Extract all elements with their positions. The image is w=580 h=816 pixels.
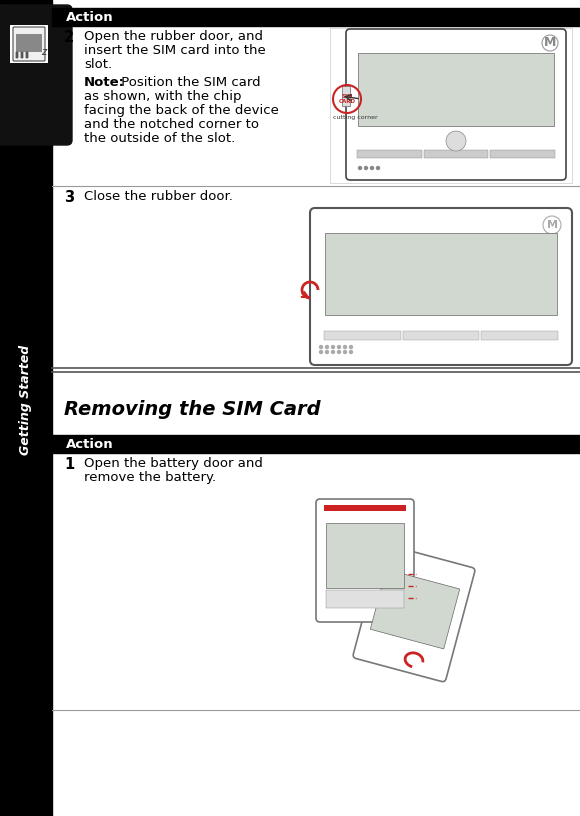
Text: Action: Action: [66, 11, 114, 24]
Bar: [16, 34, 42, 52]
Bar: [357, 150, 422, 158]
FancyBboxPatch shape: [13, 27, 45, 61]
Bar: [52, 435, 580, 453]
FancyBboxPatch shape: [346, 29, 566, 180]
Text: 1: 1: [64, 457, 74, 472]
Circle shape: [332, 345, 335, 348]
Circle shape: [21, 52, 23, 54]
Text: Open the rubber door, and: Open the rubber door, and: [84, 30, 263, 43]
Text: M: M: [544, 37, 556, 50]
Circle shape: [376, 166, 379, 170]
Circle shape: [325, 351, 328, 353]
Text: z: z: [41, 47, 46, 57]
Text: and the notched corner to: and the notched corner to: [84, 118, 259, 131]
Text: remove the battery.: remove the battery.: [84, 471, 216, 484]
Bar: [490, 150, 555, 158]
Text: as shown, with the chip: as shown, with the chip: [84, 90, 241, 103]
Circle shape: [16, 56, 18, 58]
Text: MOTOROLA: MOTOROLA: [440, 65, 472, 70]
Circle shape: [16, 54, 18, 55]
Text: Close the rubber door.: Close the rubber door.: [84, 190, 233, 203]
Text: slot.: slot.: [84, 58, 112, 71]
Bar: [325, 233, 557, 315]
Circle shape: [350, 345, 353, 348]
Bar: [10, 25, 48, 63]
Circle shape: [320, 351, 322, 353]
Bar: [52, 8, 580, 26]
Circle shape: [320, 345, 322, 348]
Circle shape: [21, 54, 23, 55]
Circle shape: [332, 351, 335, 353]
Circle shape: [364, 166, 368, 170]
FancyBboxPatch shape: [0, 5, 72, 145]
Text: Removing the SIM Card: Removing the SIM Card: [64, 400, 321, 419]
Circle shape: [343, 345, 346, 348]
FancyBboxPatch shape: [353, 544, 475, 681]
Text: Open the battery door and: Open the battery door and: [84, 457, 263, 470]
Circle shape: [338, 345, 340, 348]
FancyBboxPatch shape: [316, 499, 414, 622]
Bar: [324, 331, 401, 340]
Bar: [0, 0, 52, 816]
Text: 2: 2: [64, 30, 74, 45]
Bar: [326, 590, 404, 608]
Circle shape: [338, 351, 340, 353]
Text: M: M: [546, 220, 557, 230]
Circle shape: [26, 54, 28, 55]
Bar: [330, 28, 572, 183]
Circle shape: [371, 166, 374, 170]
Text: the outside of the slot.: the outside of the slot.: [84, 132, 235, 145]
Bar: [370, 570, 460, 649]
Text: facing the back of the device: facing the back of the device: [84, 104, 279, 117]
Circle shape: [16, 52, 18, 54]
Circle shape: [325, 345, 328, 348]
Circle shape: [358, 166, 361, 170]
Text: insert the SIM card into the: insert the SIM card into the: [84, 44, 266, 57]
Text: cutting corner: cutting corner: [333, 115, 378, 120]
Text: SIM
CARD: SIM CARD: [339, 94, 356, 104]
Bar: [403, 331, 479, 340]
Bar: [358, 53, 554, 126]
Circle shape: [26, 56, 28, 58]
Bar: [342, 86, 350, 106]
FancyBboxPatch shape: [310, 208, 572, 365]
Bar: [423, 150, 488, 158]
Bar: [481, 331, 558, 340]
Bar: [324, 505, 406, 511]
Circle shape: [26, 52, 28, 54]
Text: Getting Started: Getting Started: [20, 345, 32, 455]
Text: 3: 3: [64, 190, 74, 205]
Circle shape: [343, 351, 346, 353]
Text: 20: 20: [15, 790, 37, 805]
Circle shape: [350, 351, 353, 353]
Text: Action: Action: [66, 438, 114, 451]
Bar: [326, 523, 404, 588]
Circle shape: [21, 56, 23, 58]
Text: Position the SIM card: Position the SIM card: [117, 76, 260, 89]
Circle shape: [446, 131, 466, 151]
Text: Note:: Note:: [84, 76, 125, 89]
